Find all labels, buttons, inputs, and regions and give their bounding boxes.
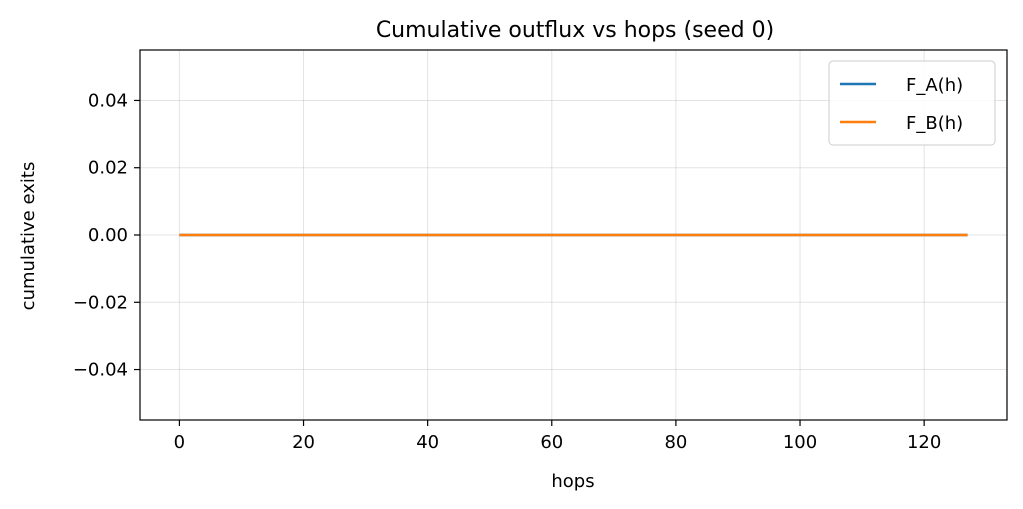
chart-title: Cumulative outflux vs hops (seed 0) [376,18,774,43]
x-tick-label: 80 [664,432,687,453]
x-tick-label: 120 [907,432,941,453]
legend: F_A(h) F_B(h) [828,60,996,146]
legend-label-series-2: F_B(h) [906,113,963,134]
y-tick-label: 0.00 [88,225,128,246]
x-tick-label: 0 [174,432,185,453]
y-tick-label: −0.02 [73,292,128,313]
y-tick-label: −0.04 [73,360,128,381]
y-tick-label: 0.02 [88,158,128,179]
x-tick-label: 20 [292,432,315,453]
x-axis-label: hops [551,471,594,492]
y-axis: −0.04 −0.02 0.00 0.02 0.04 [73,90,140,381]
x-axis: 0 20 40 60 80 100 120 [174,420,941,453]
x-tick-label: 40 [416,432,439,453]
x-tick-label: 100 [783,432,817,453]
legend-label-series-1: F_A(h) [906,75,963,96]
legend-box [828,60,996,146]
x-tick-label: 60 [540,432,563,453]
y-tick-label: 0.04 [88,90,128,111]
y-axis-label: cumulative exits [18,162,39,311]
